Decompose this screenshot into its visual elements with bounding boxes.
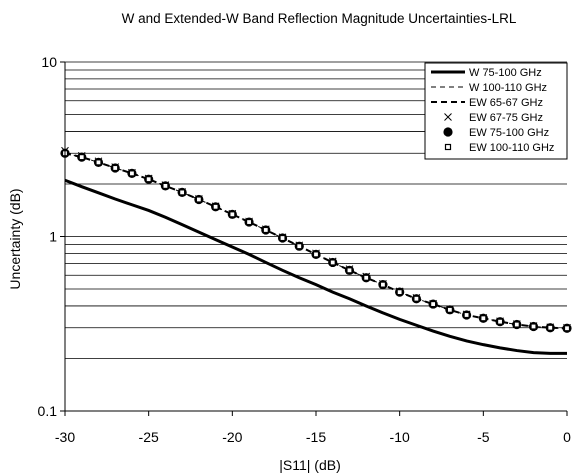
data-point-square — [195, 196, 202, 203]
legend-entry-label: W 100-110 GHz — [469, 82, 547, 94]
x-tick-label: -15 — [306, 429, 326, 445]
data-point-square — [346, 267, 353, 274]
data-point-square — [245, 218, 253, 226]
data-point-square — [229, 211, 236, 218]
x-tick-label: -5 — [477, 429, 490, 445]
data-point-square — [95, 159, 102, 166]
data-point-square — [145, 176, 152, 183]
x-tick-label: -20 — [222, 429, 242, 445]
data-point-square — [162, 182, 169, 189]
y-tick-label: 1 — [49, 229, 57, 245]
data-point-square — [563, 325, 571, 332]
data-point-square — [262, 226, 269, 234]
data-point-square — [363, 274, 370, 281]
data-point-square — [179, 189, 186, 196]
legend-entry-label: EW 67-75 GHz — [469, 112, 543, 124]
x-tick-label: 0 — [563, 429, 571, 445]
series-line — [64, 178, 567, 355]
data-point-square — [312, 251, 320, 258]
x-axis-label: |S11| (dB) — [279, 457, 340, 473]
data-point-square — [379, 281, 387, 288]
data-point-square — [513, 321, 520, 328]
data-point-square — [128, 170, 136, 177]
data-point-square — [463, 311, 470, 319]
data-point-square — [530, 323, 537, 330]
legend-entry-label: EW 100-110 GHz — [469, 142, 554, 154]
axes: -30 -25 -20 -15 -10 -5 0 0.1 1 10 — [38, 54, 572, 445]
data-point-square — [112, 164, 119, 172]
data-point-square — [430, 300, 437, 308]
data-point-x — [444, 113, 452, 121]
x-tick-label: -30 — [55, 429, 75, 445]
data-point-square — [496, 318, 504, 325]
data-point-square — [329, 259, 336, 266]
legend-entry-label: W 75-100 GHz — [469, 67, 542, 79]
x-stroke — [444, 113, 452, 121]
series-line — [64, 152, 568, 330]
x-tick-label: -25 — [139, 429, 159, 445]
chart-title: W and Extended-W Band Reflection Magnitu… — [122, 11, 517, 26]
data-point-circle — [443, 127, 453, 137]
legend: W 75-100 GHz W 100-110 GHz EW 65-67 GHz EW … — [424, 62, 568, 160]
x-tick-label: -10 — [390, 429, 410, 445]
data-point-square — [396, 289, 403, 296]
data-point-square — [444, 143, 452, 151]
data-point-square — [279, 234, 286, 242]
data-point-square — [78, 154, 85, 161]
y-axis-label: Uncertainty (dB) — [7, 188, 23, 289]
legend-box — [424, 62, 568, 160]
data-point-square — [547, 324, 554, 331]
data-point-square — [413, 295, 420, 302]
plot-series-markers — [60, 146, 572, 333]
series-line — [64, 152, 568, 329]
legend-entry-label: EW 75-100 GHz — [469, 127, 549, 139]
data-point-square — [480, 315, 487, 322]
data-point-square — [446, 306, 453, 313]
y-tick-label: 0.1 — [38, 403, 58, 419]
y-tick-label: 10 — [41, 54, 57, 70]
legend-entry-label: EW 65-67 GHz — [469, 97, 543, 109]
data-point-square — [212, 203, 219, 210]
data-point-square — [296, 243, 303, 250]
